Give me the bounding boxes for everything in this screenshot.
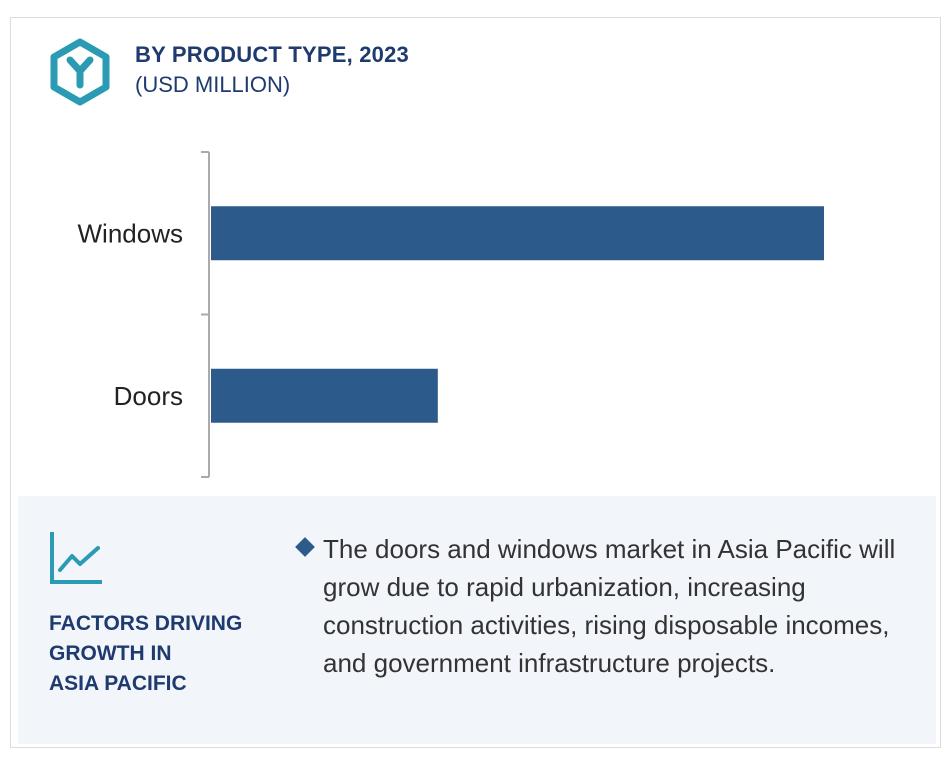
factors-panel: FACTORS DRIVING GROWTH IN ASIA PACIFIC T…: [18, 496, 936, 744]
category-label-doors: Doors: [114, 381, 183, 411]
bar-windows: [211, 206, 824, 261]
factors-heading-line-1: FACTORS DRIVING: [49, 612, 243, 635]
trend-line-chart-icon: [50, 532, 102, 584]
bar-chart: Windows Doors: [78, 151, 824, 478]
factor-bullet-text: The doors and windows market in Asia Pac…: [323, 534, 896, 678]
hexagon-y-logo-icon: [50, 38, 110, 106]
factors-heading: FACTORS DRIVING GROWTH IN ASIA PACIFIC: [49, 609, 279, 699]
diamond-bullet-icon: [295, 537, 315, 557]
factors-heading-line-2: GROWTH IN: [49, 642, 172, 665]
category-label-windows: Windows: [78, 218, 183, 248]
chart-subtitle: (USD MILLION): [135, 72, 291, 97]
chart-title: BY PRODUCT TYPE, 2023: [135, 42, 409, 67]
factors-heading-line-3: ASIA PACIFIC: [49, 672, 187, 695]
bar-doors: [211, 368, 438, 423]
